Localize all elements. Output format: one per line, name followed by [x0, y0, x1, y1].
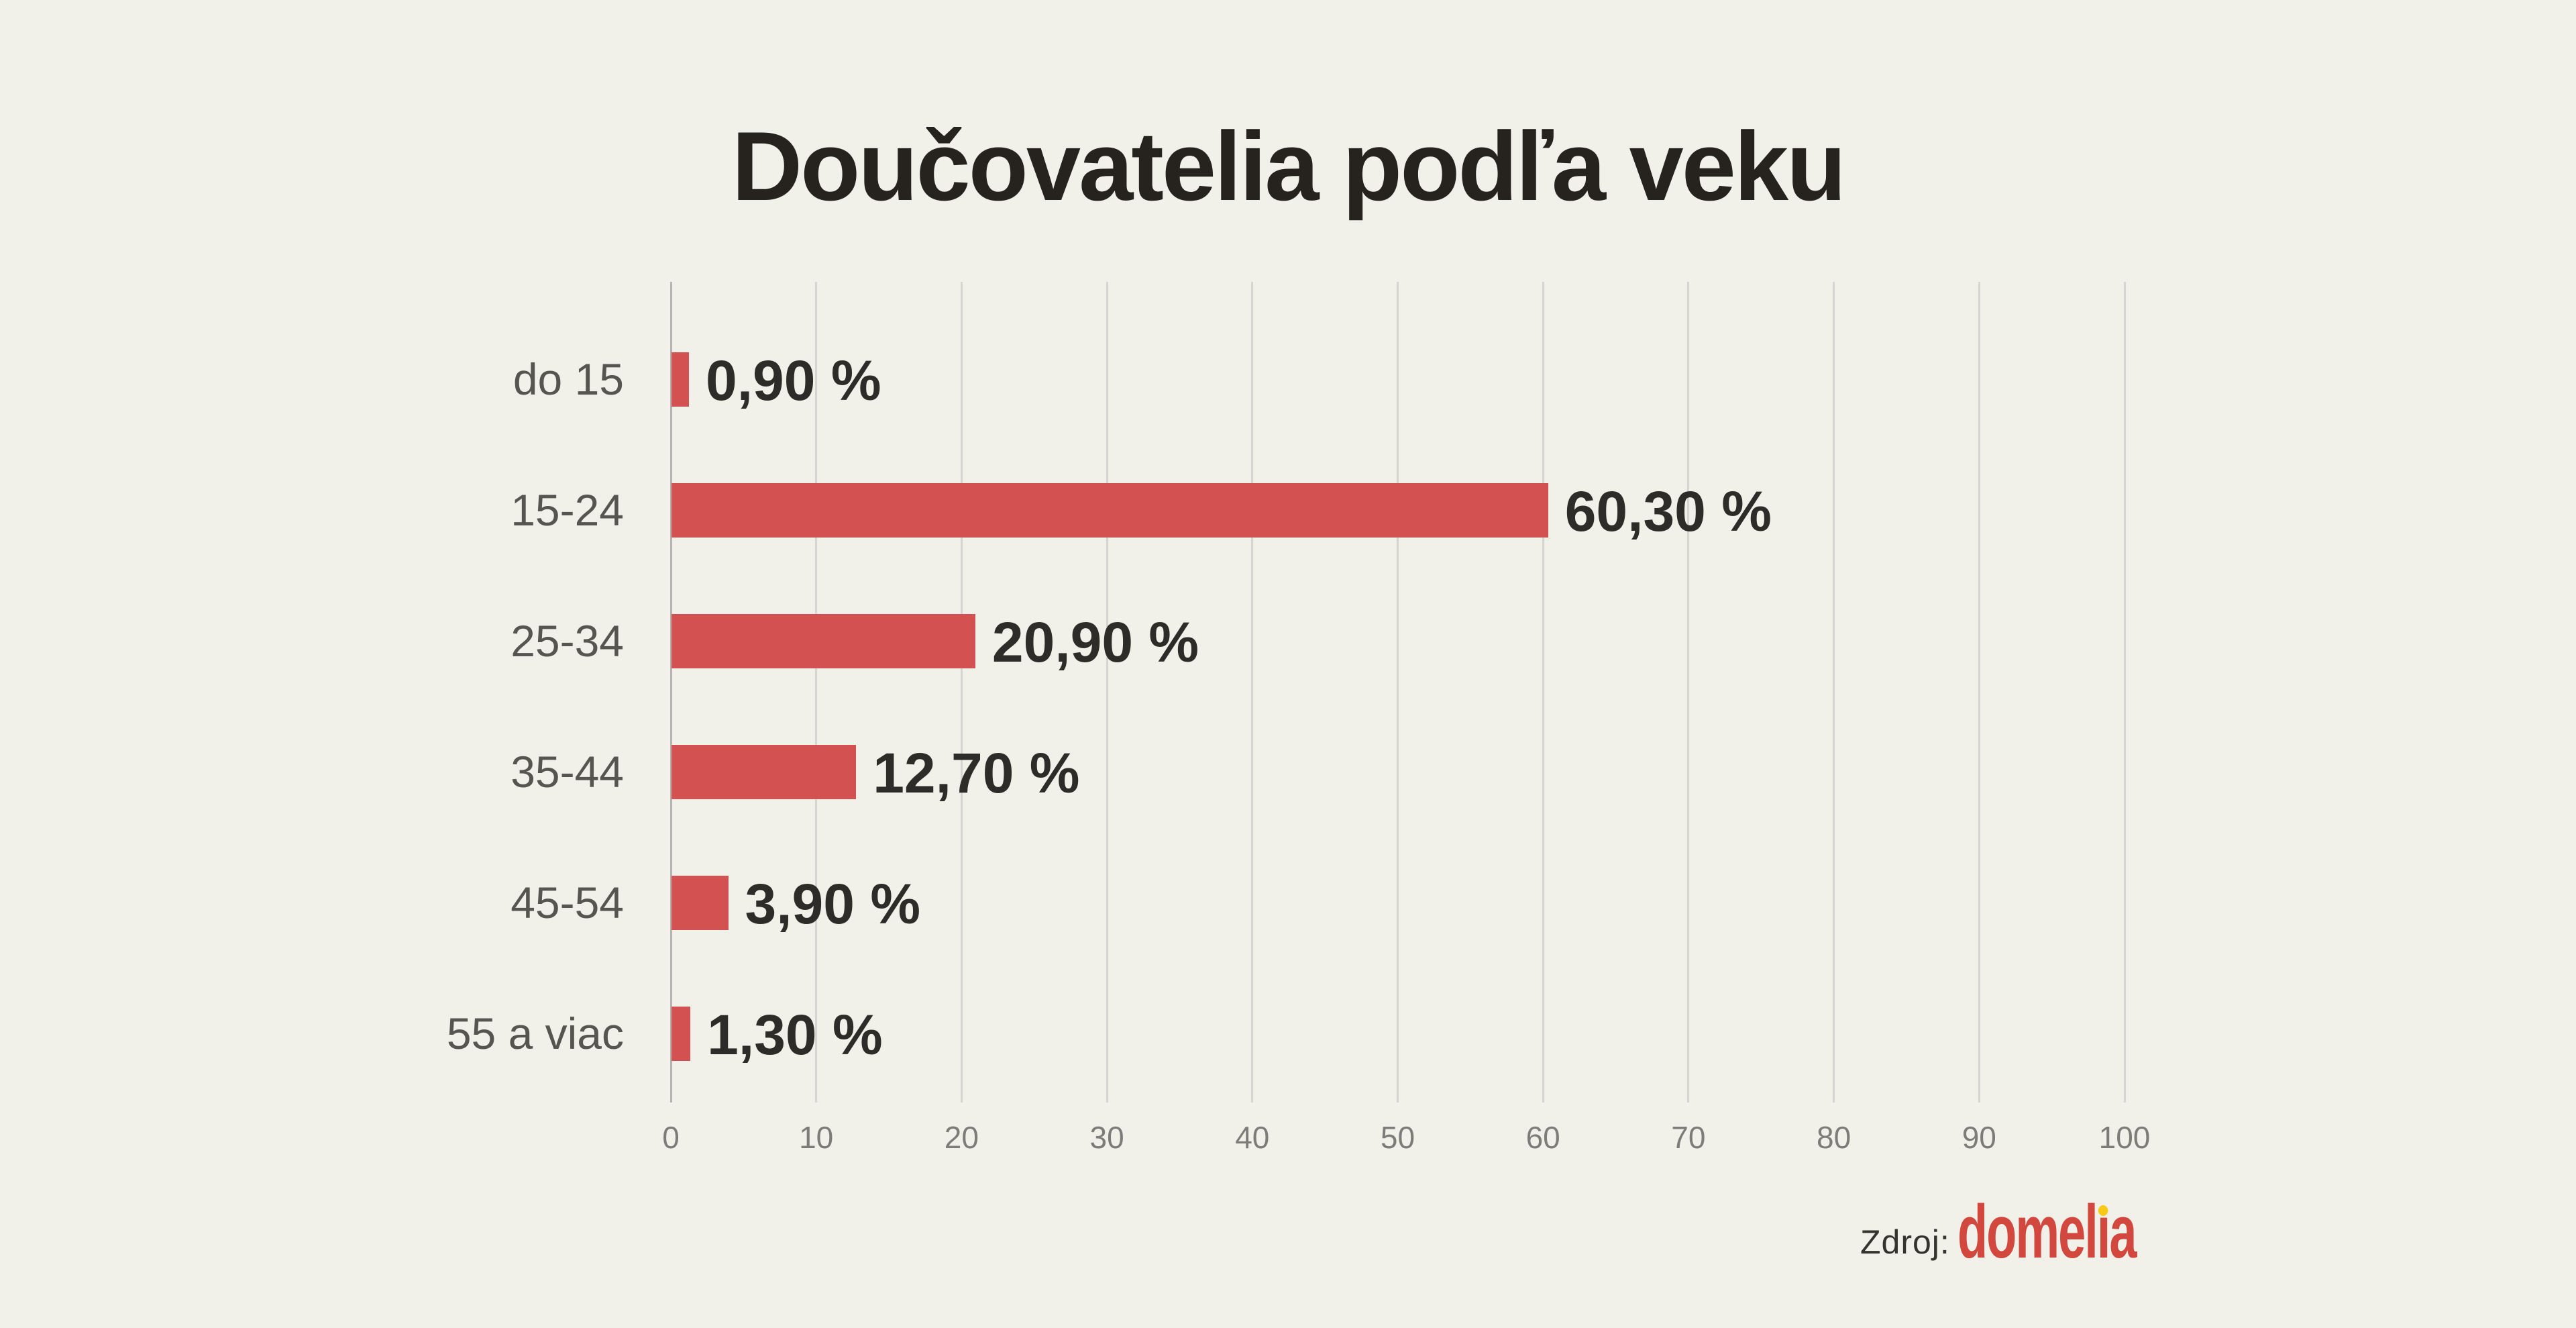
category-label: 35-44: [511, 746, 624, 797]
value-label: 1,30 %: [707, 1003, 883, 1066]
category-label: do 15: [513, 354, 624, 404]
x-tick-label: 100: [2098, 1120, 2151, 1155]
x-tick-label: 0: [662, 1120, 680, 1155]
gridline: [960, 282, 963, 1103]
x-tick-label: 90: [1962, 1120, 1996, 1155]
bar: [672, 482, 1548, 538]
bar: [672, 613, 975, 668]
x-tick-label: 50: [1380, 1120, 1415, 1155]
gridline: [1833, 282, 1835, 1103]
value-label: 0,90 %: [706, 348, 881, 412]
gridline: [1251, 282, 1254, 1103]
x-tick-label: 70: [1671, 1120, 1706, 1155]
gridline: [1978, 282, 1980, 1103]
category-label: 25-34: [511, 615, 624, 666]
gridline: [1397, 282, 1399, 1103]
x-tick-label: 60: [1525, 1120, 1560, 1155]
category-label: 15-24: [511, 484, 624, 535]
bar: [672, 744, 857, 799]
gridline: [1542, 282, 1544, 1103]
x-tick-label: 20: [944, 1120, 979, 1155]
x-tick-label: 80: [1817, 1120, 1851, 1155]
x-tick-label: 40: [1235, 1120, 1270, 1155]
value-label: 60,30 %: [1564, 479, 1772, 543]
x-tick-label: 30: [1089, 1120, 1124, 1155]
category-label: 55 a viac: [446, 1008, 624, 1058]
brand-logo: domelı a: [1957, 1190, 2137, 1274]
value-label: 3,90 %: [745, 872, 921, 935]
gridline: [1106, 282, 1108, 1103]
gridline: [815, 282, 818, 1103]
gridline: [1687, 282, 1690, 1103]
category-label: 45-54: [511, 877, 624, 927]
bar: [672, 875, 729, 930]
source-label: Zdroj:: [1860, 1223, 1950, 1261]
logo-letter-i: ı: [2096, 1190, 2111, 1274]
bar: [672, 352, 689, 407]
logo-i-dot-icon: [2098, 1205, 2108, 1216]
chart-title: Doučovatelia podľa veku: [731, 111, 1847, 221]
value-label: 20,90 %: [991, 610, 1199, 674]
zero-axis-line: [669, 282, 672, 1103]
gridline: [2123, 282, 2126, 1103]
value-label: 12,70 %: [873, 741, 1080, 805]
x-tick-label: 10: [799, 1120, 834, 1155]
bar: [672, 1006, 691, 1061]
